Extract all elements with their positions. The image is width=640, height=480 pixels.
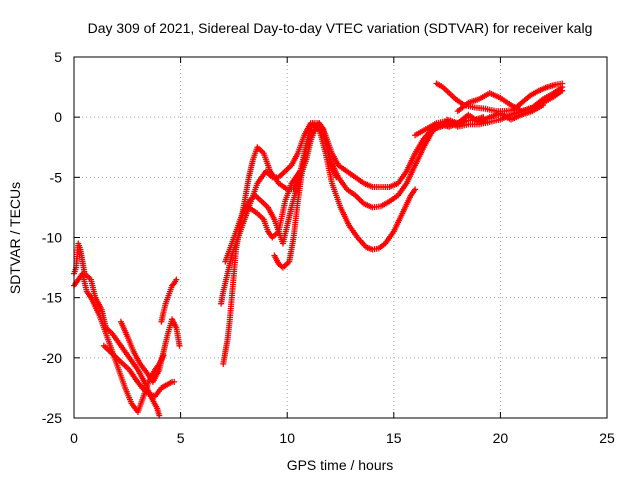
series-trace-14 [444, 102, 547, 127]
plus-marker [176, 342, 183, 349]
plus-marker [356, 196, 363, 203]
series-trace-5 [158, 276, 180, 325]
x-tick-label: 5 [177, 430, 185, 446]
axis-ticks: 0 5 10 15 20 25 -25 -20 -15 -10 -5 0 5 [42, 49, 615, 446]
plus-marker [173, 276, 180, 283]
x-tick-label: 10 [279, 430, 295, 446]
plus-marker [559, 84, 566, 91]
plus-marker [355, 195, 362, 202]
x-axis-label: GPS time / hours [287, 457, 394, 473]
y-tick-label: 0 [54, 109, 62, 125]
x-tick-label: 15 [386, 430, 402, 446]
x-tick-label: 20 [493, 430, 509, 446]
plus-marker [170, 281, 177, 288]
series-trace-10 [245, 168, 303, 241]
y-tick-label: -15 [42, 290, 62, 306]
plus-marker [358, 197, 365, 204]
series-trace-8 [222, 120, 419, 265]
plus-marker [412, 186, 419, 193]
y-tick-label: -10 [42, 230, 62, 246]
y-tick-label: -20 [42, 350, 62, 366]
x-tick-label: 25 [599, 430, 615, 446]
y-tick-label: -25 [42, 410, 62, 426]
x-tick-label: 0 [70, 430, 78, 446]
series-trace-3 [100, 342, 178, 400]
data-points [71, 80, 566, 419]
y-axis-label: SDTVAR / TECUs [7, 182, 23, 294]
plus-marker [540, 102, 547, 109]
y-tick-label: 5 [54, 49, 62, 65]
series-trace-13 [454, 84, 566, 115]
plus-marker [296, 168, 303, 175]
plot-frame [73, 56, 608, 419]
y-tick-label: -5 [50, 169, 63, 185]
chart-title: Day 309 of 2021, Sidereal Day-to-day VTE… [88, 20, 593, 36]
plus-marker [171, 378, 178, 385]
series-trace-4 [117, 316, 183, 385]
series-trace-7 [218, 114, 487, 307]
